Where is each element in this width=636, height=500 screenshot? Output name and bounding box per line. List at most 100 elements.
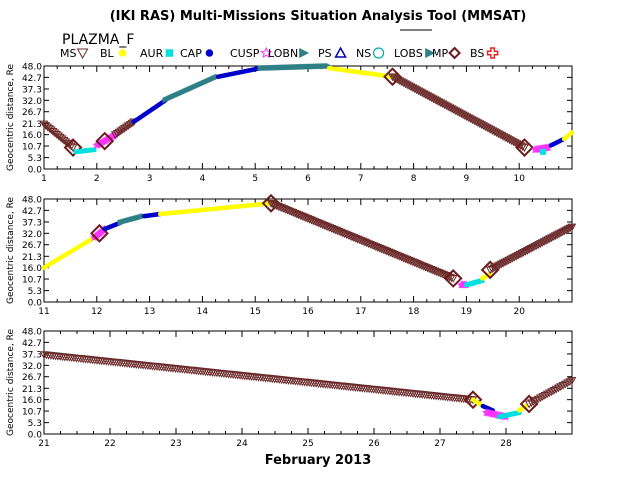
y-tick-label: 5.3 xyxy=(28,154,42,164)
data-point-ms xyxy=(550,232,560,241)
y-axis-label: Geocentric distance, Re xyxy=(6,64,16,171)
data-point-bl xyxy=(569,130,575,135)
data-point-ms xyxy=(391,251,401,260)
x-tick-label: 7 xyxy=(358,174,364,184)
data-point-ms xyxy=(487,265,497,274)
x-tick-label: 17 xyxy=(355,307,366,317)
data-point-ms xyxy=(539,238,549,247)
legend-symbol-ms xyxy=(76,48,89,60)
x-tick-label: 21 xyxy=(38,439,49,449)
data-point-ms xyxy=(408,258,418,267)
y-tick-label: 48.0 xyxy=(22,63,42,73)
data-point-ms xyxy=(493,262,502,271)
data-point-ms xyxy=(303,215,313,223)
legend-symbol-lobn xyxy=(299,48,310,58)
legend-symbol-cusp xyxy=(260,46,273,59)
data-point-ms xyxy=(292,210,302,219)
x-tick-label: 8 xyxy=(411,174,417,184)
data-point-ms xyxy=(358,237,368,246)
data-point-ms xyxy=(520,144,529,153)
data-point-ms xyxy=(485,266,495,275)
data-point-ms xyxy=(380,247,390,255)
data-point-ms xyxy=(286,208,296,217)
data-point-ms xyxy=(334,228,344,236)
data-point-ms xyxy=(517,249,527,258)
data-point-ms xyxy=(428,266,438,275)
x-tick-label: 15 xyxy=(249,307,260,317)
data-point-ms xyxy=(565,224,575,233)
data-point-ms xyxy=(491,263,501,272)
y-tick-label: 21.3 xyxy=(22,253,42,263)
data-point-ms xyxy=(413,260,423,269)
data-point-ms xyxy=(275,203,285,212)
data-point-ms xyxy=(68,144,78,153)
data-point-ms xyxy=(378,246,388,255)
data-point-ms xyxy=(419,262,429,271)
y-tick-label: 5.3 xyxy=(28,287,42,297)
y-axis-label: Geocentric distance, Re xyxy=(6,197,16,304)
data-point-ms xyxy=(318,221,327,230)
chart-panel-1: 48.042.737.3 32.026.7 21.316.0 10.75.3 0.01 2… xyxy=(6,63,575,184)
data-point-ms xyxy=(386,249,395,258)
data-point-ms xyxy=(360,238,370,247)
data-point-ms xyxy=(340,230,349,239)
legend-symbol-aur xyxy=(165,49,174,57)
y-tick-label: 26.7 xyxy=(22,241,42,251)
data-point-ms xyxy=(526,245,536,253)
data-point-ms xyxy=(347,233,357,242)
x-tick-label: 25 xyxy=(302,439,313,449)
data-point-ms xyxy=(299,213,309,222)
legend-symbol-cap xyxy=(205,49,214,57)
legend-symbol-ps xyxy=(334,46,347,58)
page-title: (IKI RAS) Multi-Missions Situation Analy… xyxy=(110,9,527,24)
data-point-ms xyxy=(556,229,566,238)
x-tick-label: 6 xyxy=(305,174,311,184)
data-point-ms xyxy=(502,257,512,266)
data-point-ms xyxy=(534,241,543,249)
y-tick-label: 0.0 xyxy=(28,431,43,441)
data-point-ms xyxy=(301,214,311,223)
x-tick-label: 28 xyxy=(500,439,512,449)
data-point-mp xyxy=(261,193,281,213)
legend-label-cusp: CUSP xyxy=(230,47,260,60)
data-point-ms xyxy=(435,269,445,278)
data-point-ms xyxy=(377,245,386,254)
y-tick-label: 10.7 xyxy=(22,143,42,153)
y-tick-label: 10.7 xyxy=(22,408,42,418)
data-point-ms xyxy=(285,207,294,216)
data-point-ms xyxy=(353,235,362,244)
data-point-ms xyxy=(513,251,523,260)
x-tick-label: 14 xyxy=(197,307,209,317)
data-point-ms xyxy=(382,247,392,256)
data-point-ms xyxy=(523,247,532,255)
y-tick-label: 0.0 xyxy=(28,166,43,176)
data-point-ms xyxy=(543,236,553,245)
data-point-ms xyxy=(495,261,504,270)
data-point-ms xyxy=(554,230,564,239)
data-point-ms xyxy=(270,201,280,210)
data-point-aur xyxy=(539,148,546,155)
data-point-ms xyxy=(412,259,421,268)
data-point-ms xyxy=(375,244,384,253)
data-point-ms xyxy=(349,234,359,242)
data-point-ms xyxy=(314,219,324,228)
data-point-ms xyxy=(496,260,506,269)
data-point-ms xyxy=(393,252,403,261)
x-tick-label: 2 xyxy=(94,174,100,184)
data-point-ms xyxy=(506,255,515,264)
legend-label-cap: CAP xyxy=(180,47,202,60)
data-point-ms xyxy=(509,253,519,262)
data-point-ms xyxy=(316,220,326,229)
data-point-ms xyxy=(549,233,558,242)
data-point-ms xyxy=(266,199,276,208)
data-point-mp xyxy=(443,268,463,288)
data-point-ms xyxy=(530,243,540,251)
y-tick-label: 48.0 xyxy=(22,328,42,338)
data-point-ms xyxy=(498,259,508,268)
data-point-ms xyxy=(489,264,499,273)
data-point-ms xyxy=(384,248,394,257)
data-point-aur xyxy=(91,147,97,152)
data-point-ms xyxy=(279,205,289,214)
y-tick-label: 32.0 xyxy=(22,97,42,107)
